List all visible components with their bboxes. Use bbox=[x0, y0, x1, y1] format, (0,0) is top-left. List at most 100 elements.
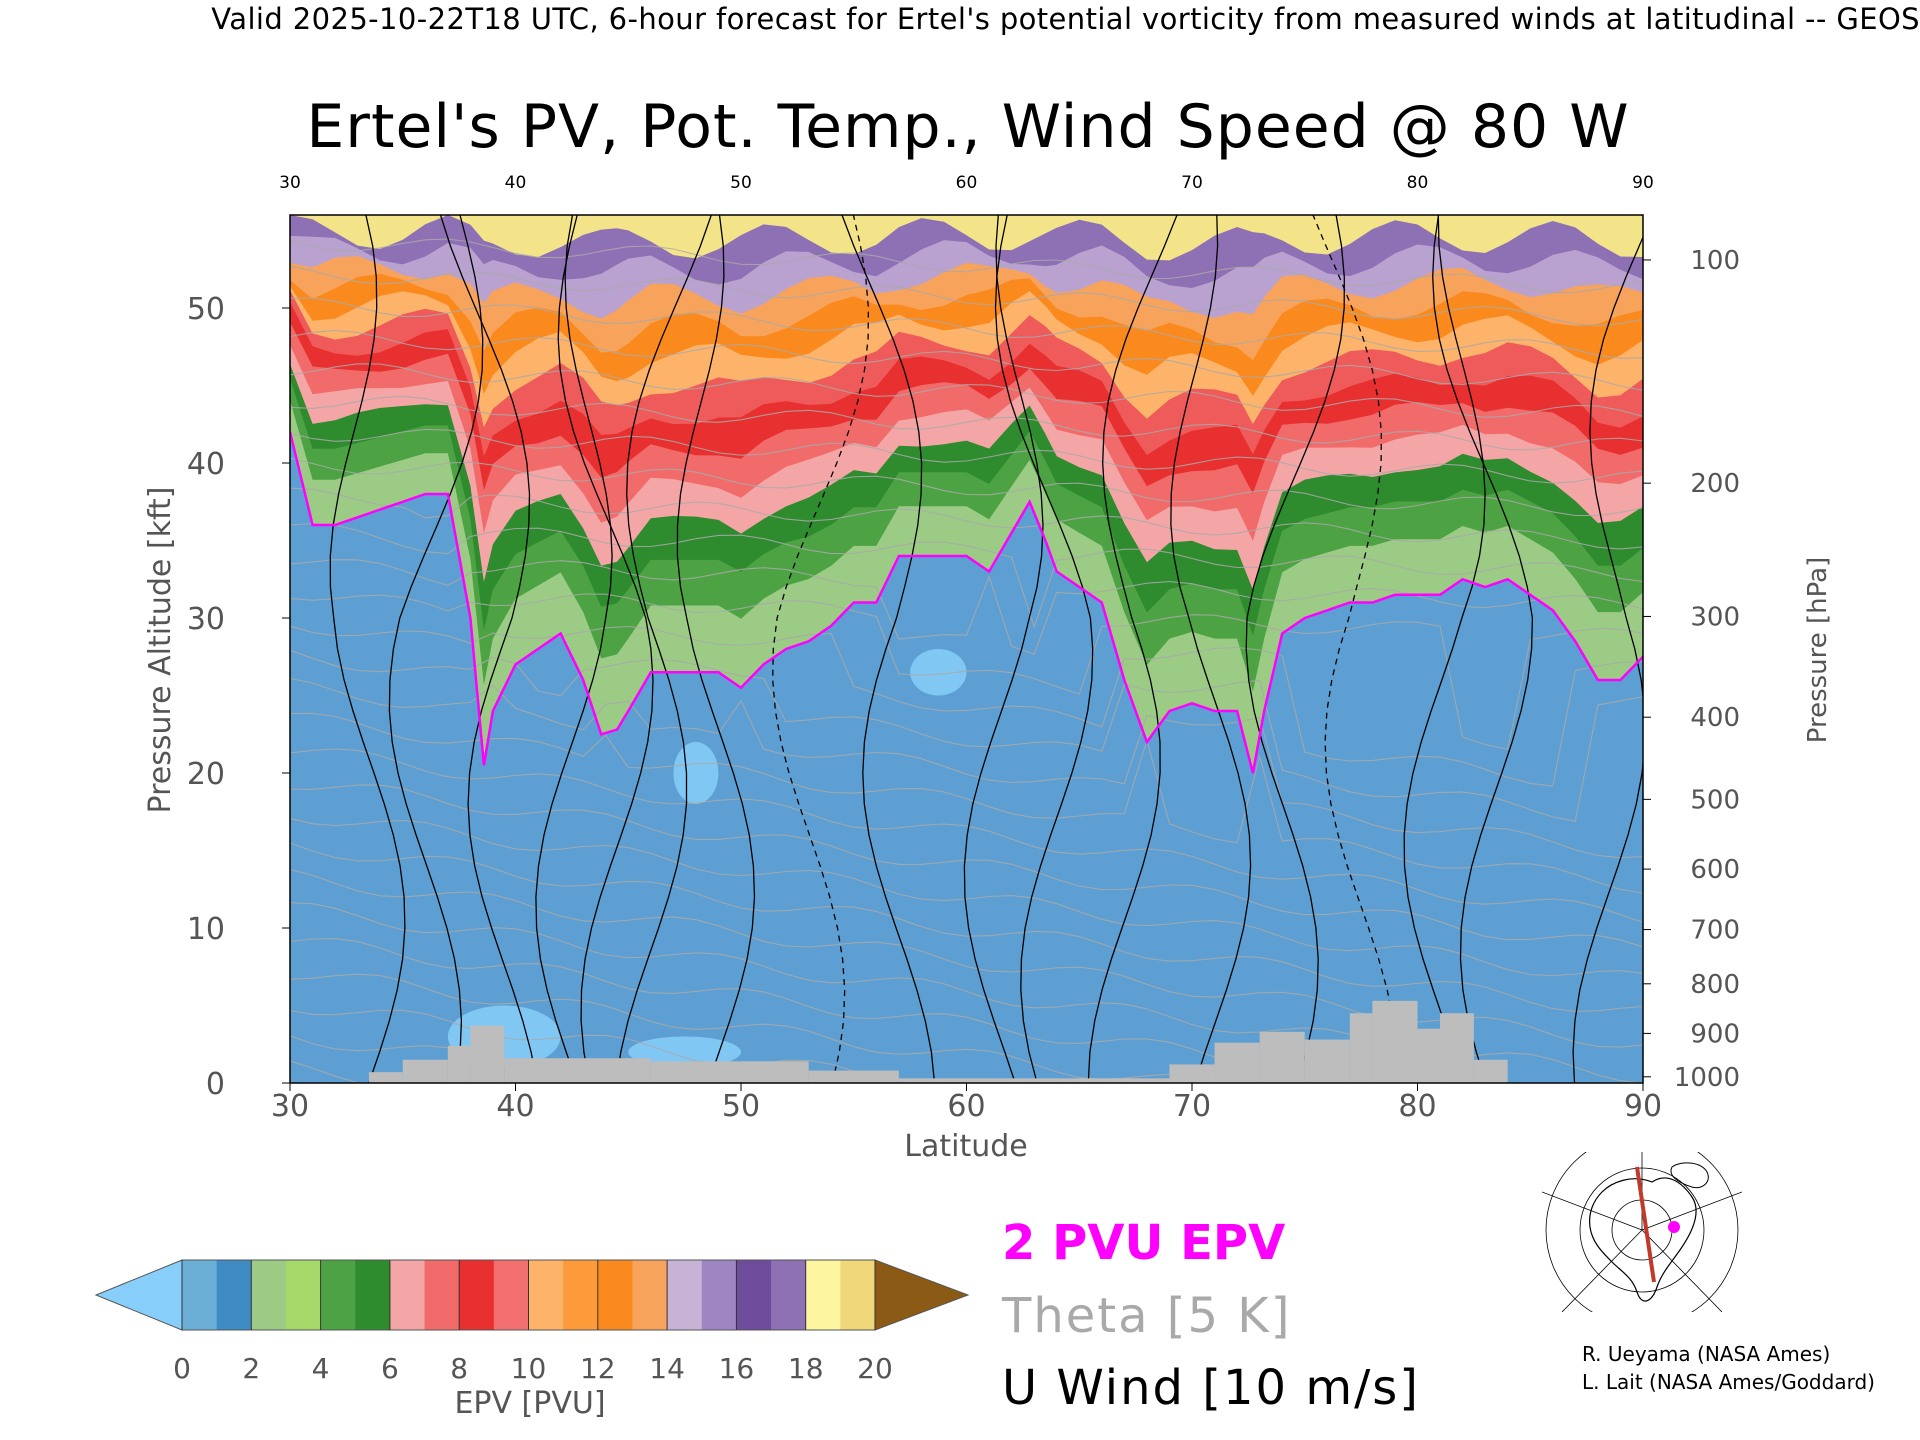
plot-area bbox=[290, 215, 1643, 1083]
x-tick-label-top: 70 bbox=[1181, 173, 1203, 193]
cross-section-path bbox=[1635, 1166, 1656, 1283]
legend-u-wind: U Wind [10 m/s] bbox=[1002, 1360, 1421, 1416]
pressure-tick-label: 300 bbox=[1690, 602, 1740, 632]
y-tick-label: 10 bbox=[187, 912, 225, 947]
colorbar-bin bbox=[493, 1260, 529, 1330]
colorbar-tick-label: 6 bbox=[381, 1352, 399, 1385]
u-wind-contour bbox=[1312, 215, 1398, 1083]
colorbar-bin bbox=[182, 1260, 218, 1330]
colorbar-tick-label: 2 bbox=[242, 1352, 260, 1385]
y-tick-label: 30 bbox=[187, 602, 225, 637]
colorbar-bin bbox=[528, 1260, 564, 1330]
location-marker bbox=[1668, 1221, 1680, 1233]
colorbar-tick-label: 12 bbox=[580, 1352, 616, 1385]
x-tick-label: 60 bbox=[947, 1089, 985, 1124]
terrain-block bbox=[808, 1070, 899, 1083]
terrain-block bbox=[1372, 1000, 1418, 1083]
colorbar-bin bbox=[805, 1260, 841, 1330]
theta-contour bbox=[290, 330, 1643, 391]
map-latitude-circle bbox=[1545, 1152, 1739, 1312]
chart-title: Ertel's PV, Pot. Temp., Wind Speed @ 80 … bbox=[306, 92, 1630, 162]
colorbar-bin bbox=[701, 1260, 737, 1330]
map-meridian bbox=[1641, 1229, 1723, 1312]
u-wind-contour bbox=[329, 215, 406, 1083]
u-wind-contour bbox=[615, 215, 712, 1083]
locator-map bbox=[1542, 1152, 1742, 1312]
x-tick-label-top: 40 bbox=[505, 173, 527, 193]
colorbar-bin bbox=[424, 1260, 460, 1330]
credit-line-1: R. Ueyama (NASA Ames) bbox=[1582, 1342, 1831, 1366]
x-tick-label-top: 90 bbox=[1632, 173, 1654, 193]
colorbar-tick-label: 18 bbox=[788, 1352, 824, 1385]
map-meridian bbox=[1561, 1229, 1643, 1312]
theta-contour bbox=[290, 428, 1643, 484]
legend-2pvu-epv: 2 PVU EPV bbox=[1002, 1215, 1286, 1271]
y-axis-label-left: Pressure Altitude [kft] bbox=[143, 487, 178, 814]
u-wind-contour bbox=[1403, 215, 1486, 1083]
theta-contour bbox=[290, 457, 1643, 517]
terrain-block bbox=[1349, 1013, 1373, 1083]
legend-theta: Theta [5 K] bbox=[1002, 1288, 1292, 1344]
colorbar-tick-label: 16 bbox=[719, 1352, 755, 1385]
terrain-block bbox=[1214, 1042, 1260, 1083]
colorbar-under-arrow bbox=[94, 1259, 183, 1331]
colorbar-bin bbox=[563, 1260, 599, 1330]
terrain-block bbox=[368, 1072, 403, 1083]
colorbar-bin bbox=[459, 1260, 495, 1330]
y-tick-label: 50 bbox=[187, 292, 225, 327]
colorbar-bin bbox=[840, 1260, 876, 1330]
x-tick-label-top: 50 bbox=[730, 173, 752, 193]
pressure-tick-label: 900 bbox=[1690, 1019, 1740, 1049]
y-axis-label-right: Pressure [hPa] bbox=[1803, 557, 1833, 744]
terrain-block bbox=[650, 1061, 809, 1083]
colorbar-bin bbox=[771, 1260, 807, 1330]
theta-contour bbox=[290, 817, 1643, 977]
u-wind-contour bbox=[439, 215, 538, 1083]
colorbar-tick-label: 10 bbox=[511, 1352, 547, 1385]
y-tick-label: 20 bbox=[187, 757, 225, 792]
u-wind-contour bbox=[772, 215, 870, 1083]
colorbar-tick-label: 8 bbox=[450, 1352, 468, 1385]
terrain-block bbox=[1259, 1031, 1305, 1083]
low-pv-patch bbox=[910, 649, 967, 696]
theta-contour bbox=[290, 395, 1643, 451]
colorbar-tick-label: 4 bbox=[312, 1352, 330, 1385]
colorbar-over-arrow bbox=[874, 1259, 970, 1331]
theta-contour bbox=[290, 523, 1643, 629]
pressure-tick-label: 600 bbox=[1690, 855, 1740, 885]
tropopause-2pvu-contour bbox=[290, 431, 1643, 774]
colorbar-bin bbox=[251, 1260, 287, 1330]
map-meridian bbox=[1641, 1191, 1742, 1231]
x-tick-label: 80 bbox=[1398, 1089, 1436, 1124]
colorbar-bin bbox=[285, 1260, 322, 1330]
terrain-block bbox=[504, 1058, 651, 1083]
theta-contour bbox=[290, 677, 1643, 859]
map-coastline bbox=[1670, 1162, 1709, 1189]
low-pv-patch bbox=[673, 742, 719, 804]
u-wind-contour bbox=[1245, 215, 1345, 1083]
pressure-tick-label: 400 bbox=[1690, 703, 1740, 733]
terrain-block bbox=[1417, 1028, 1441, 1083]
theta-contour bbox=[290, 712, 1643, 894]
valid-time-header: Valid 2025-10-22T18 UTC, 6-hour forecast… bbox=[211, 2, 1920, 36]
x-tick-label: 90 bbox=[1624, 1089, 1662, 1124]
pressure-tick-label: 200 bbox=[1690, 469, 1740, 499]
u-wind-contour bbox=[963, 215, 1044, 1083]
u-wind-contour bbox=[1432, 215, 1534, 1083]
y-tick-label: 0 bbox=[206, 1067, 225, 1102]
theta-contour bbox=[290, 784, 1643, 948]
x-tick-label: 40 bbox=[496, 1089, 534, 1124]
map-meridian bbox=[1542, 1191, 1643, 1231]
theta-contour bbox=[290, 297, 1643, 359]
colorbar-tick-label: 20 bbox=[857, 1352, 893, 1385]
pv-band bbox=[290, 215, 1643, 261]
u-wind-contour bbox=[1572, 235, 1643, 1083]
colorbar-label: EPV [PVU] bbox=[454, 1386, 606, 1421]
terrain-block bbox=[898, 1078, 1170, 1083]
u-wind-contour bbox=[1087, 215, 1178, 1083]
theta-contour bbox=[290, 748, 1643, 923]
low-pv-patch bbox=[628, 1036, 741, 1068]
terrain-block bbox=[1440, 1013, 1474, 1083]
x-tick-label: 50 bbox=[722, 1089, 760, 1124]
map-coastline bbox=[1589, 1177, 1697, 1302]
